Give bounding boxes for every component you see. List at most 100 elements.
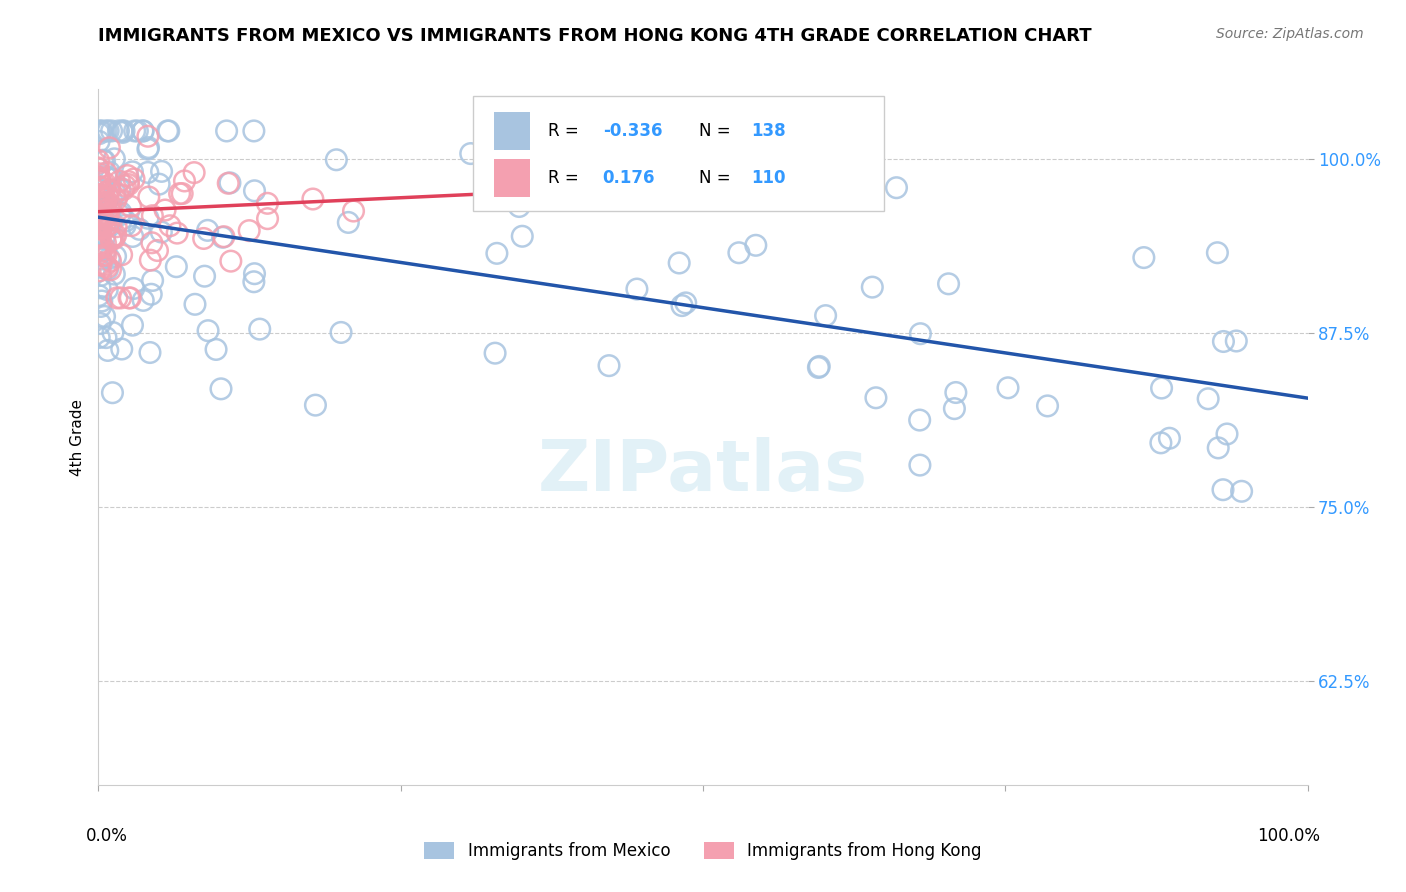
- Point: [304, 398, 326, 412]
- Text: -0.336: -0.336: [603, 122, 662, 140]
- Point: [1225, 334, 1247, 348]
- Point: [141, 287, 163, 301]
- Text: N =: N =: [699, 122, 737, 140]
- Point: [94, 200, 117, 214]
- Point: [87, 180, 110, 194]
- Text: 0.0%: 0.0%: [86, 827, 128, 845]
- Point: [1212, 334, 1234, 349]
- Point: [87, 248, 110, 262]
- Point: [98, 252, 121, 266]
- Point: [1230, 484, 1253, 499]
- Point: [243, 184, 266, 198]
- Point: [90, 252, 112, 266]
- Text: N =: N =: [699, 169, 737, 187]
- Point: [89, 204, 111, 219]
- Point: [97, 218, 120, 232]
- Point: [141, 209, 163, 223]
- Point: [90, 124, 112, 138]
- Point: [107, 187, 129, 202]
- Point: [97, 343, 120, 358]
- Point: [94, 202, 117, 217]
- Point: [100, 231, 122, 245]
- Point: [107, 124, 129, 138]
- Point: [117, 175, 139, 189]
- Text: 0.176: 0.176: [603, 169, 655, 187]
- Point: [90, 212, 112, 227]
- Point: [100, 124, 122, 138]
- Point: [96, 188, 118, 202]
- Point: [108, 174, 131, 188]
- Point: [510, 229, 533, 244]
- Point: [139, 253, 162, 268]
- Point: [138, 190, 160, 204]
- Point: [128, 222, 150, 236]
- Point: [183, 166, 205, 180]
- Point: [87, 210, 110, 224]
- Point: [460, 146, 482, 161]
- Point: [96, 283, 118, 297]
- Point: [1197, 392, 1219, 406]
- Point: [93, 310, 115, 324]
- Point: [121, 318, 143, 333]
- Point: [132, 124, 155, 138]
- Point: [118, 291, 141, 305]
- Point: [87, 227, 110, 241]
- Point: [90, 293, 112, 308]
- Point: [98, 183, 121, 197]
- Point: [205, 343, 228, 357]
- Point: [243, 275, 266, 289]
- Point: [110, 205, 132, 219]
- Point: [89, 222, 111, 236]
- Text: 110: 110: [751, 169, 786, 187]
- Point: [910, 326, 932, 341]
- Point: [96, 207, 118, 221]
- Point: [114, 178, 136, 193]
- Legend: Immigrants from Mexico, Immigrants from Hong Kong: Immigrants from Mexico, Immigrants from …: [418, 836, 988, 867]
- Point: [122, 172, 145, 186]
- Point: [325, 153, 347, 167]
- Point: [91, 153, 114, 168]
- Text: Source: ZipAtlas.com: Source: ZipAtlas.com: [1216, 27, 1364, 41]
- Point: [87, 196, 110, 211]
- Point: [938, 277, 960, 291]
- Point: [121, 229, 143, 244]
- Point: [87, 208, 110, 222]
- Point: [136, 211, 159, 226]
- Point: [104, 227, 127, 242]
- Point: [105, 291, 128, 305]
- Point: [243, 267, 266, 281]
- Text: 138: 138: [751, 122, 786, 140]
- Point: [100, 171, 122, 186]
- Point: [166, 226, 188, 240]
- Point: [112, 182, 135, 196]
- Point: [87, 135, 110, 149]
- Point: [302, 192, 325, 206]
- Point: [114, 219, 136, 233]
- Point: [136, 142, 159, 156]
- Point: [93, 248, 115, 262]
- Point: [87, 170, 110, 185]
- Point: [1159, 431, 1181, 445]
- Point: [100, 203, 122, 218]
- Point: [89, 124, 111, 138]
- Point: [90, 215, 112, 229]
- Point: [1150, 435, 1173, 450]
- Point: [101, 326, 124, 340]
- Point: [508, 200, 530, 214]
- Point: [90, 188, 112, 202]
- Point: [111, 342, 134, 356]
- Point: [90, 240, 112, 254]
- Text: R =: R =: [548, 122, 585, 140]
- Point: [112, 124, 135, 138]
- Point: [98, 165, 121, 179]
- Point: [91, 190, 114, 204]
- Point: [87, 216, 110, 230]
- Point: [342, 204, 364, 219]
- Point: [96, 166, 118, 180]
- Point: [142, 273, 165, 287]
- Point: [110, 291, 132, 305]
- Point: [1036, 399, 1059, 413]
- Point: [98, 141, 121, 155]
- Point: [217, 176, 239, 190]
- Point: [484, 346, 506, 360]
